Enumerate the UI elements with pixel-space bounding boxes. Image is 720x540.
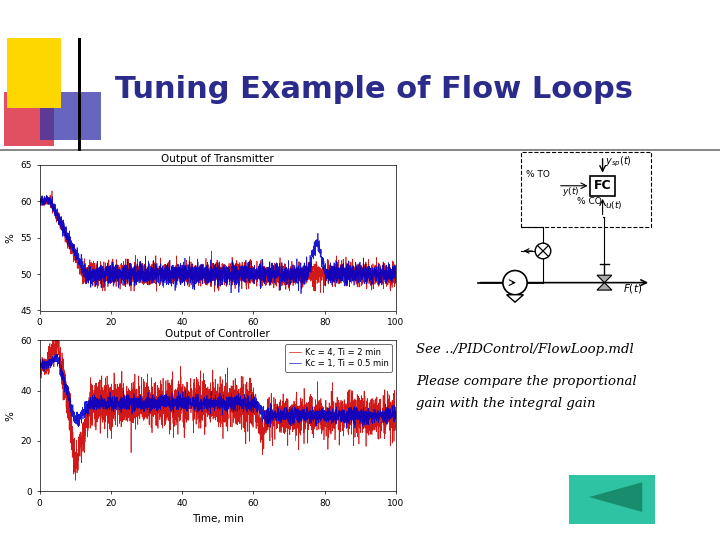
Kc = 4, Ti = 2 min [97, 388, 106, 394]
Kc = 1, Ti = 0.5 min [392, 413, 400, 420]
Line: Kc = 4, Ti = 2 min: Kc = 4, Ti = 2 min [40, 332, 396, 480]
Kc = 1, Ti = 0.5 min [342, 425, 351, 431]
Circle shape [503, 271, 527, 295]
X-axis label: Time, min: Time, min [192, 514, 243, 524]
Kc = 4, Ti = 2 min [188, 387, 197, 393]
Legend: Kc = 4, Ti = 2 min, Kc = 1, Ti = 0.5 min: Kc = 4, Ti = 2 min, Kc = 1, Ti = 0.5 min [285, 345, 392, 372]
Title: Output of Transmitter: Output of Transmitter [161, 154, 274, 164]
Kc = 4, Ti = 2 min [385, 404, 394, 411]
Text: $F(t)$: $F(t)$ [623, 282, 642, 295]
Line: Kc = 1, Ti = 0.5 min: Kc = 1, Ti = 0.5 min [40, 354, 396, 428]
Polygon shape [597, 275, 612, 282]
Circle shape [535, 243, 551, 259]
Kc = 4, Ti = 2 min [392, 422, 400, 429]
Kc = 1, Ti = 0.5 min [187, 400, 196, 406]
Text: Tuning Example of Flow Loops: Tuning Example of Flow Loops [115, 75, 633, 104]
Text: gain with the integral gain: gain with the integral gain [416, 397, 595, 410]
Text: Please compare the proportional: Please compare the proportional [416, 375, 636, 388]
Title: Output of Controller: Output of Controller [166, 329, 270, 340]
Kc = 1, Ti = 0.5 min [53, 351, 62, 357]
Text: $y(t)$: $y(t)$ [562, 185, 579, 198]
Text: $y_{sp}(t)$: $y_{sp}(t)$ [605, 155, 631, 169]
Text: See ../PIDControl/FlowLoop.mdl: See ../PIDControl/FlowLoop.mdl [416, 343, 634, 356]
Kc = 4, Ti = 2 min [71, 477, 80, 483]
Kc = 1, Ti = 0.5 min [385, 415, 394, 422]
Kc = 4, Ti = 2 min [346, 403, 355, 410]
Polygon shape [597, 282, 612, 290]
Polygon shape [507, 295, 523, 302]
Kc = 4, Ti = 2 min [35, 359, 44, 365]
Kc = 1, Ti = 0.5 min [35, 359, 44, 366]
Y-axis label: %: % [5, 233, 15, 242]
Kc = 4, Ti = 2 min [76, 442, 85, 448]
Text: % CO: % CO [577, 198, 601, 206]
Kc = 1, Ti = 0.5 min [172, 399, 181, 406]
Text: $u(t)$: $u(t)$ [606, 199, 623, 211]
Text: FC: FC [594, 179, 611, 192]
Text: % TO: % TO [526, 171, 550, 179]
Bar [590, 176, 615, 196]
Y-axis label: %: % [5, 411, 15, 421]
Bar [521, 152, 651, 227]
Kc = 4, Ti = 2 min [51, 329, 60, 335]
Kc = 4, Ti = 2 min [172, 406, 181, 412]
Kc = 1, Ti = 0.5 min [76, 409, 85, 416]
Kc = 1, Ti = 0.5 min [97, 402, 106, 408]
Kc = 1, Ti = 0.5 min [346, 410, 355, 417]
